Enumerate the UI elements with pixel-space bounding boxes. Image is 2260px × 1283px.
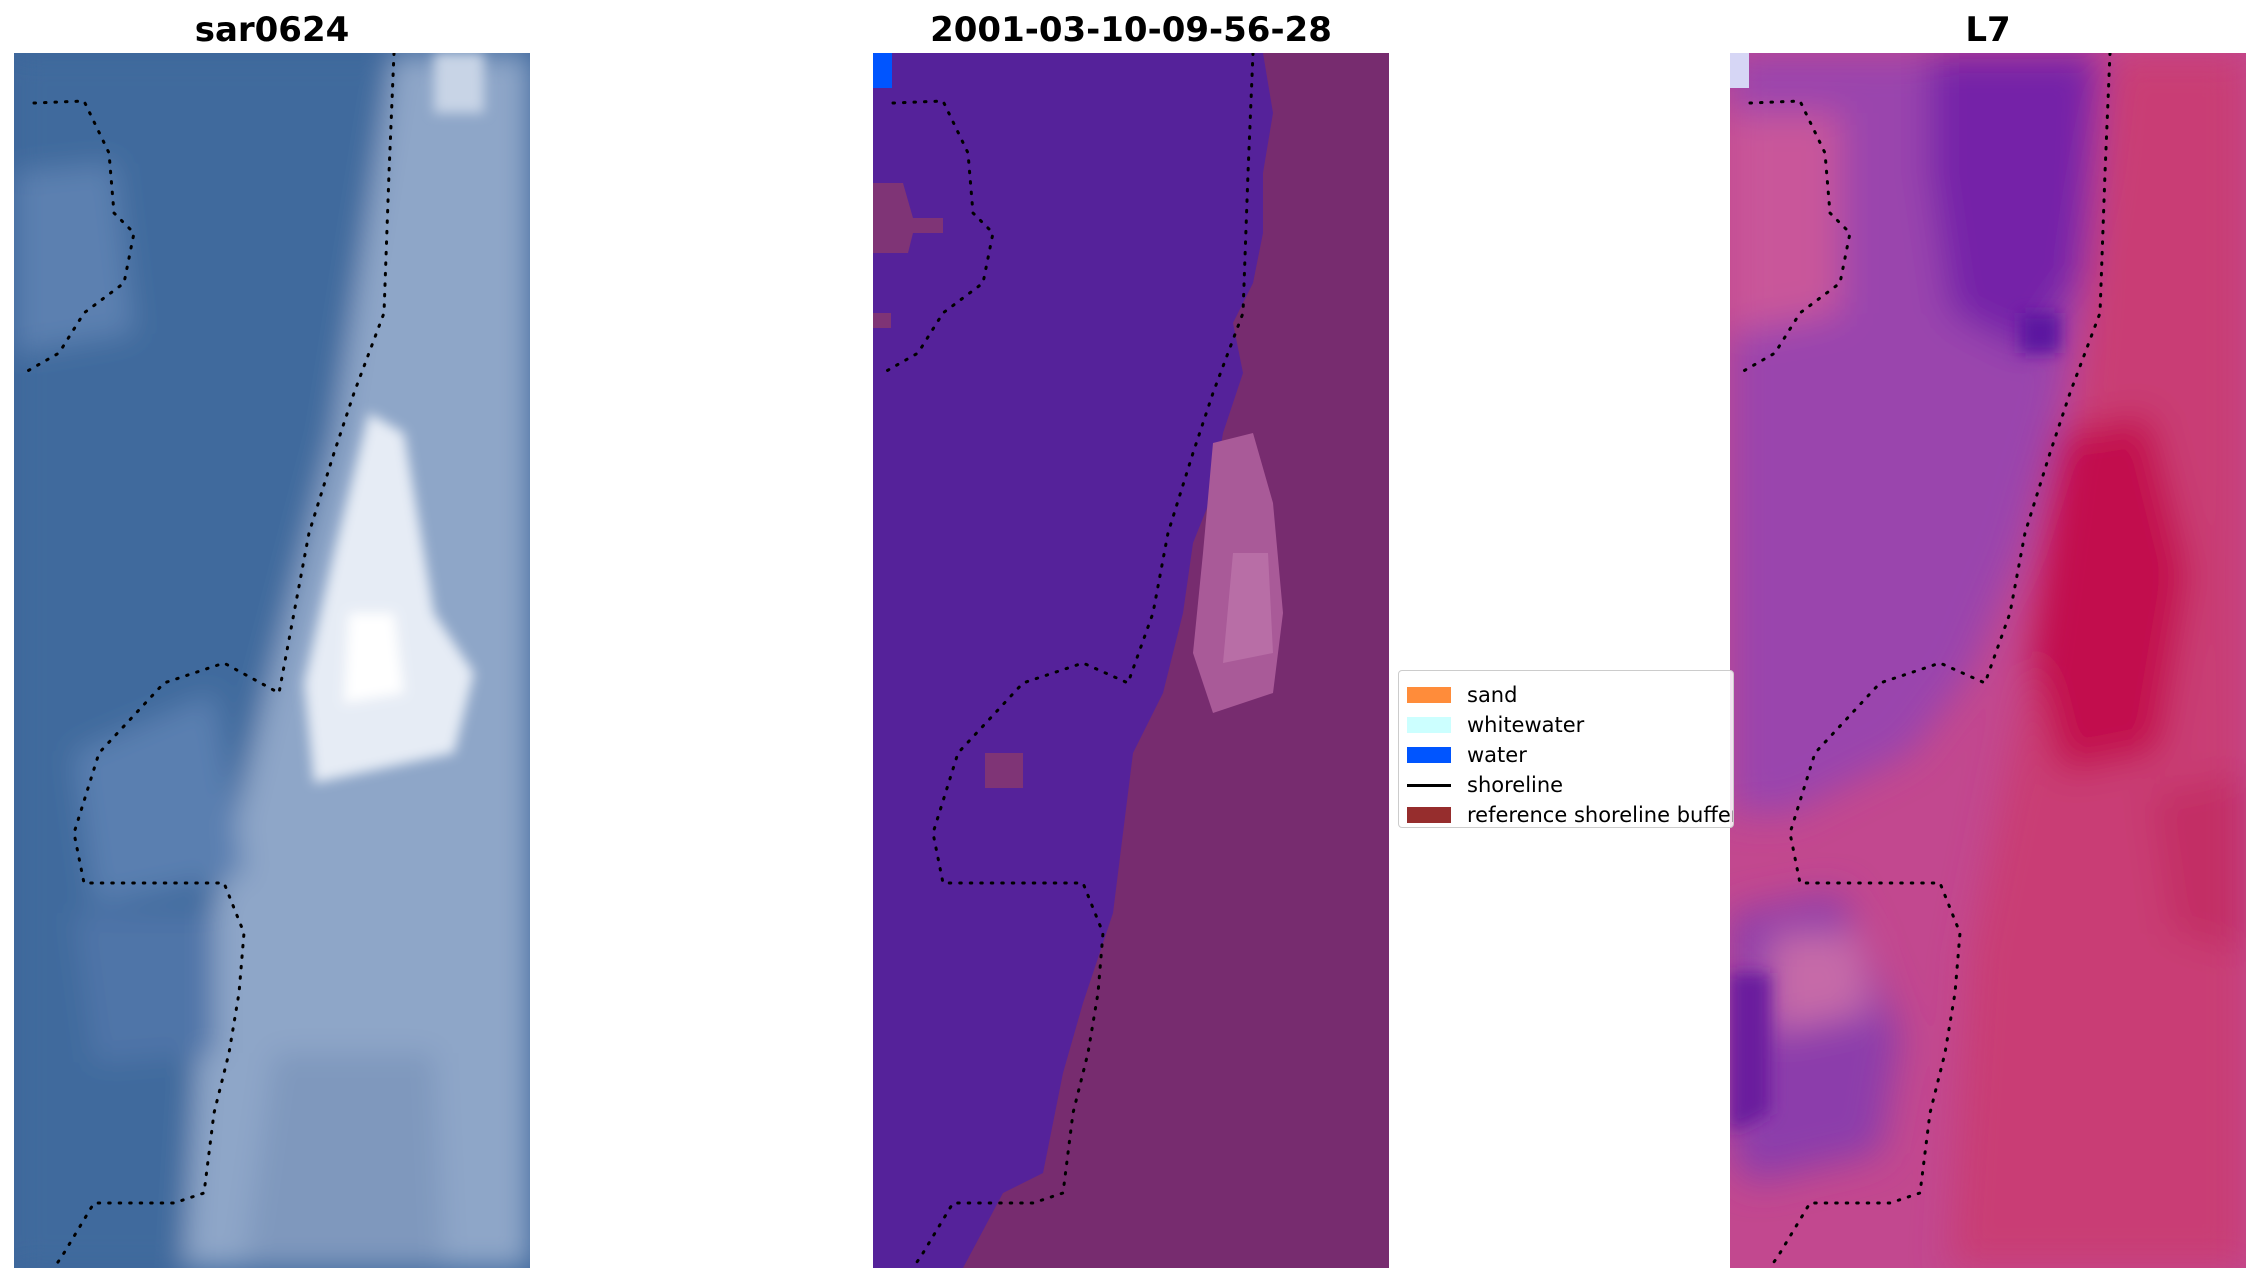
shoreline-line (1407, 783, 1451, 787)
legend: sand whitewater water shoreline referenc… (1398, 670, 1734, 828)
rgb-image (14, 53, 530, 1268)
legend-label: reference shoreline buffer (1467, 803, 1734, 827)
shoreline-trace (22, 53, 396, 1268)
legend-label: sand (1467, 683, 1518, 707)
panel-title-rgb: sar0624 (194, 10, 350, 50)
legend-label: water (1467, 743, 1527, 767)
whitewater-swatch (1407, 717, 1451, 733)
classification-image (873, 53, 1389, 1268)
rgb-image-panel (14, 53, 530, 1268)
legend-item-water: water (1407, 740, 1527, 770)
index-image-panel (1730, 53, 2246, 1268)
legend-label: whitewater (1467, 713, 1585, 737)
classification-panel (873, 53, 1389, 1268)
sand-swatch (1407, 687, 1451, 703)
panel-title-classification: 2001-03-10-09-56-28 (930, 10, 1332, 50)
shoreline-trace (881, 53, 1255, 1268)
legend-item-whitewater: whitewater (1407, 710, 1584, 740)
legend-item-shoreline: shoreline (1407, 770, 1563, 800)
shoreline-trace (1738, 53, 2112, 1268)
legend-item-reference-buffer: reference shoreline buffer (1407, 800, 1734, 827)
panel-title-index: L7 (1965, 10, 2011, 50)
legend-item-sand: sand (1407, 680, 1517, 710)
index-image (1730, 53, 2246, 1268)
legend-label: shoreline (1467, 773, 1564, 797)
water-swatch (1407, 747, 1451, 763)
reference-buffer-swatch (1407, 807, 1451, 823)
